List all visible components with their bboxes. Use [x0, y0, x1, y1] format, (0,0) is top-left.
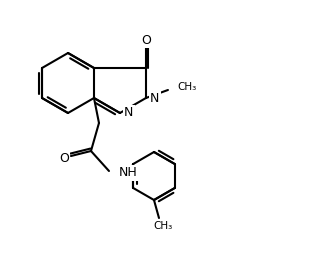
Text: CH₃: CH₃ [153, 221, 172, 231]
Text: O: O [141, 34, 151, 46]
Text: NH: NH [119, 167, 138, 180]
Text: N: N [150, 91, 159, 104]
Text: O: O [59, 152, 69, 166]
Text: N: N [124, 106, 133, 119]
Text: CH₃: CH₃ [177, 82, 196, 92]
